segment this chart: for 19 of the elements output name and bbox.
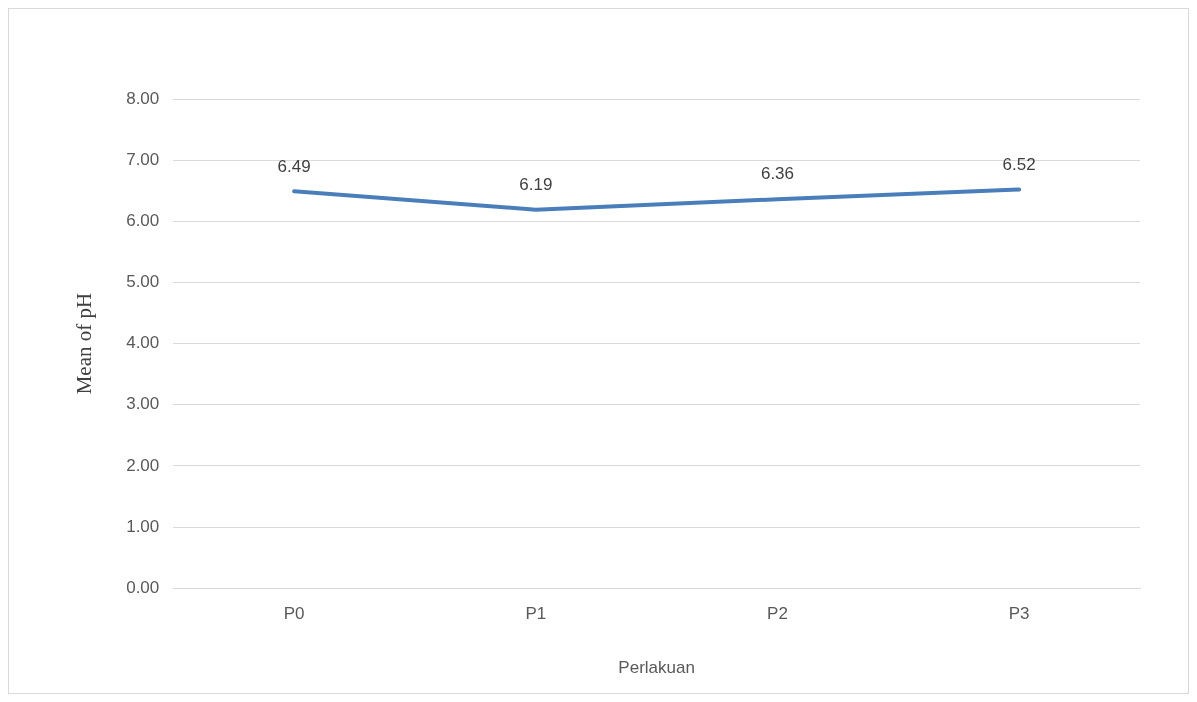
x-tick-label: P2 (767, 604, 788, 624)
y-tick-label: 1.00 (126, 516, 160, 536)
data-label: 6.19 (519, 174, 553, 194)
y-axis-title: Mean of pH (72, 292, 97, 395)
y-tick-label: 3.00 (126, 394, 160, 414)
data-label: 6.36 (760, 164, 795, 184)
y-tick-label: 0.00 (126, 577, 160, 597)
y-tick-label: 6.00 (126, 210, 160, 230)
x-tick-label: P0 (283, 604, 305, 624)
data-label: 6.49 (277, 156, 311, 176)
y-tick-label: 8.00 (126, 88, 160, 108)
x-tick-label: P3 (1008, 604, 1030, 624)
x-axis-title: Perlakuan (618, 658, 695, 678)
y-tick-label: 2.00 (126, 455, 160, 475)
y-tick-label: 4.00 (126, 333, 160, 353)
data-label: 6.52 (1002, 154, 1036, 174)
y-tick-label: 7.00 (126, 149, 160, 169)
x-tick-label: P1 (525, 604, 547, 624)
y-tick-label: 5.00 (126, 272, 160, 292)
